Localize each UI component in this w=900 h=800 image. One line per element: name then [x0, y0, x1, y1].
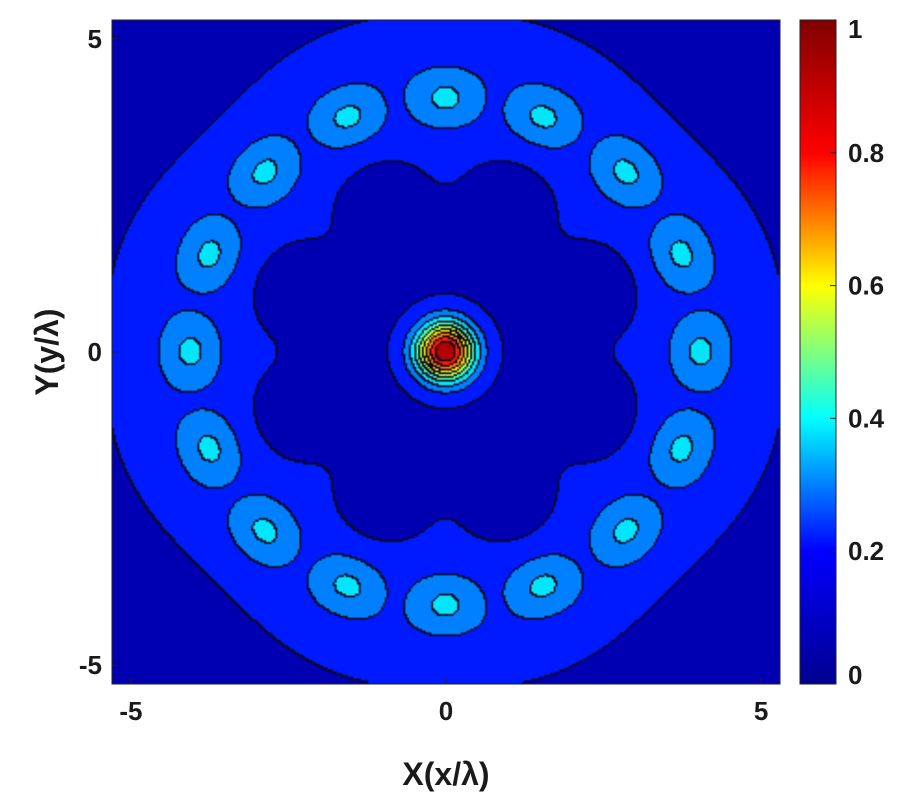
- colorbar: 0 0.2 0.4 0.6 0.8 1: [799, 14, 885, 690]
- y-axis-label: Y(y/λ): [29, 308, 65, 395]
- y-tick-label: 5: [88, 24, 102, 54]
- x-tick-label: -5: [119, 696, 142, 726]
- y-tick-label: 0: [88, 337, 102, 367]
- colorbar-tick-label: 0.4: [848, 403, 885, 433]
- colorbar-bar: [799, 19, 837, 685]
- y-axis: -5 0 5: [79, 24, 118, 680]
- x-axis-label: X(x/λ): [402, 756, 489, 792]
- colorbar-ticks: 0 0.2 0.4 0.6 0.8 1: [830, 14, 885, 690]
- y-tick-label: -5: [79, 650, 102, 680]
- colorbar-tick-label: 0: [848, 660, 862, 690]
- x-axis: -5 0 5: [119, 678, 768, 726]
- colorbar-tick-label: 0.6: [848, 271, 884, 301]
- plot-area: [111, 19, 781, 685]
- x-tick-label: 5: [754, 696, 768, 726]
- colorbar-tick-label: 0.2: [848, 536, 884, 566]
- x-tick-label: 0: [439, 696, 453, 726]
- colorbar-tick-label: 0.8: [848, 138, 884, 168]
- contour-heatmap: [112, 20, 780, 684]
- colorbar-tick-label: 1: [848, 14, 862, 44]
